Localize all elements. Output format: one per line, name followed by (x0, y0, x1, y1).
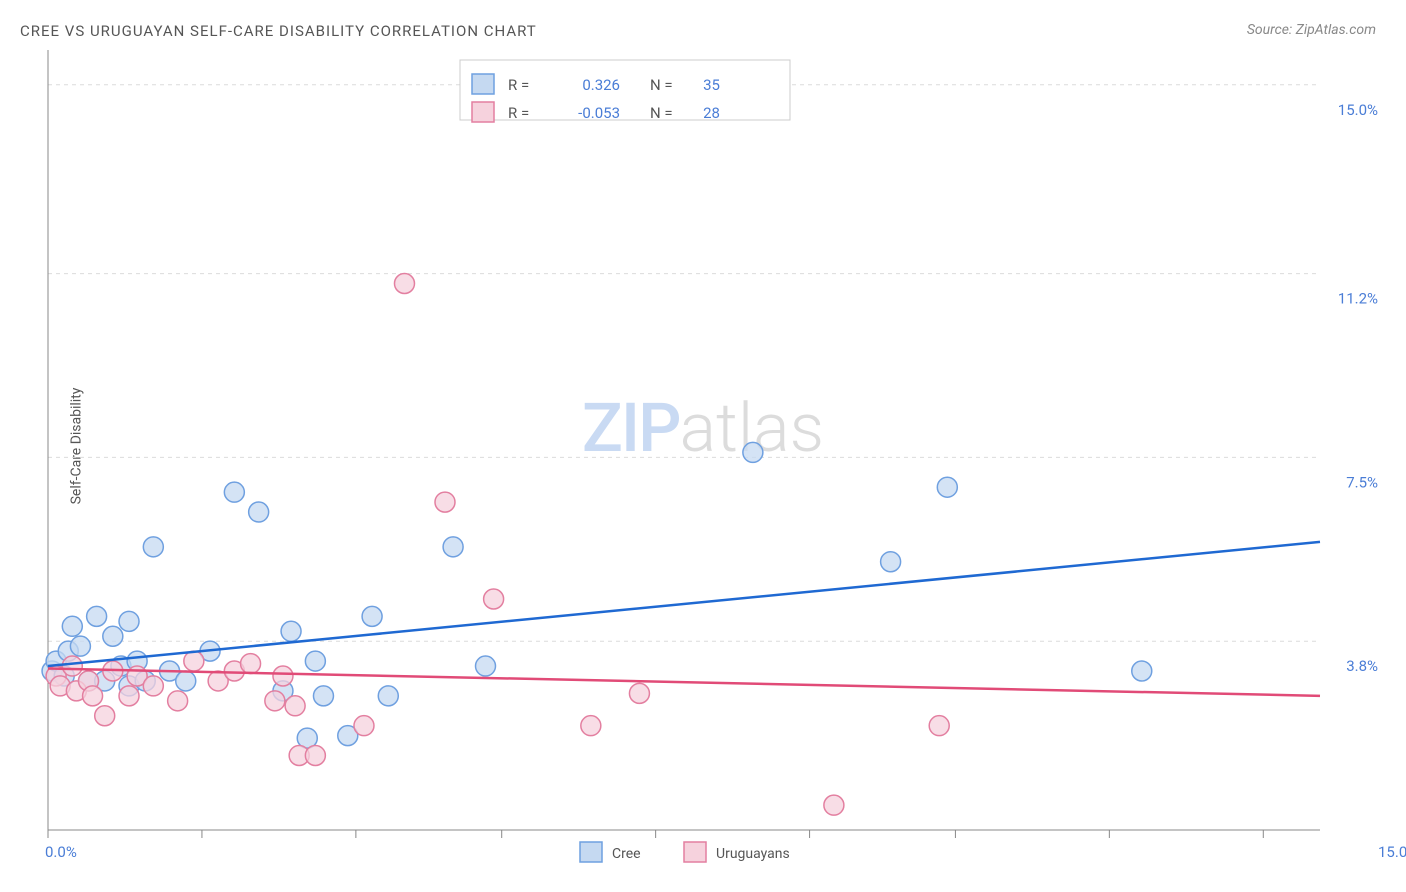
y-tick-label: 3.8% (1346, 657, 1378, 675)
data-point (249, 502, 269, 522)
stats-n-label: N = (650, 76, 673, 94)
data-point (176, 671, 196, 691)
stats-r-value: -0.053 (578, 104, 620, 122)
legend-label: Cree (612, 846, 641, 862)
data-point (241, 654, 261, 674)
data-point (313, 686, 333, 706)
data-point (281, 621, 301, 641)
data-point (378, 686, 398, 706)
stats-n-value: 35 (703, 76, 720, 94)
data-point (354, 716, 374, 736)
y-tick-label: 15.0% (1338, 101, 1378, 119)
data-point (435, 492, 455, 512)
stats-r-label: R = (508, 104, 529, 122)
stats-swatch (472, 74, 494, 94)
data-point (143, 676, 163, 696)
data-point (168, 691, 188, 711)
data-point (743, 442, 763, 462)
data-point (265, 691, 285, 711)
data-point (394, 274, 414, 294)
data-point (881, 552, 901, 572)
stats-n-label: N = (650, 104, 673, 122)
stats-swatch (472, 102, 494, 122)
data-point (87, 606, 107, 626)
stats-r-value: 0.326 (582, 76, 620, 94)
data-point (70, 636, 90, 656)
data-point (1132, 661, 1152, 681)
data-point (143, 537, 163, 557)
stats-r-label: R = (508, 76, 529, 94)
data-point (224, 482, 244, 502)
data-point (581, 716, 601, 736)
legend-swatch (580, 842, 602, 862)
y-tick-label: 7.5% (1346, 473, 1378, 491)
data-point (476, 656, 496, 676)
x-tick-label-right: 15.0% (1378, 843, 1406, 861)
data-point (119, 686, 139, 706)
data-point (443, 537, 463, 557)
x-tick-label-left: 0.0% (45, 843, 77, 861)
data-point (83, 686, 103, 706)
regression-line (48, 669, 1320, 696)
regression-line (48, 542, 1320, 666)
data-point (484, 589, 504, 609)
legend-swatch (684, 842, 706, 862)
data-point (184, 651, 204, 671)
data-point (103, 626, 123, 646)
data-point (824, 795, 844, 815)
legend-label: Uruguayans (716, 846, 790, 862)
data-point (62, 616, 82, 636)
data-point (305, 651, 325, 671)
data-point (937, 477, 957, 497)
data-point (62, 656, 82, 676)
chart-container: CREE VS URUGUAYAN SELF-CARE DISABILITY C… (0, 0, 1406, 892)
y-tick-label: 11.2% (1338, 290, 1378, 308)
data-point (273, 666, 293, 686)
stats-n-value: 28 (703, 104, 720, 122)
data-point (119, 611, 139, 631)
data-point (95, 706, 115, 726)
scatter-chart: 15.0% 11.2% 7.5% 3.8% 0.0% 15.0% R = 0.326 N = 35… (0, 0, 1406, 892)
data-point (629, 683, 649, 703)
data-point (929, 716, 949, 736)
data-point (305, 745, 325, 765)
data-point (362, 606, 382, 626)
stats-legend-box: R = 0.326 N = 35 R = -0.053 N = 28 (460, 60, 790, 122)
data-point (285, 696, 305, 716)
